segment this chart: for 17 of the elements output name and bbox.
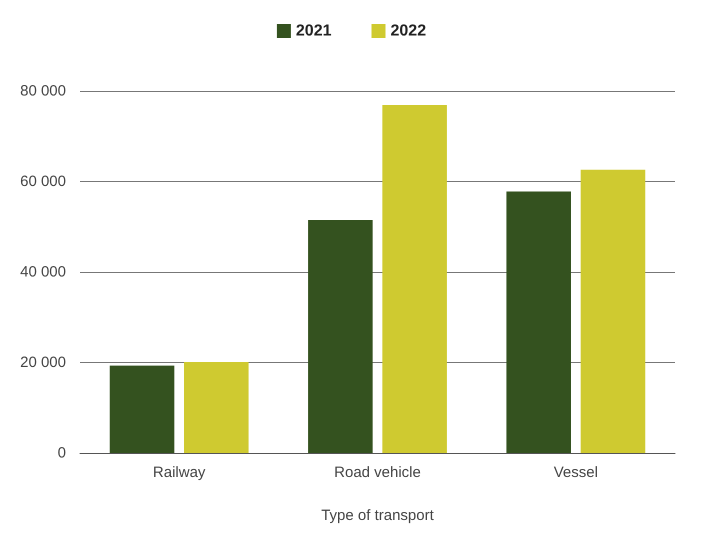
- y-tick-label: 20 000: [20, 354, 66, 371]
- bar: [382, 105, 447, 453]
- y-tick-label: 80 000: [20, 82, 66, 100]
- bar: [506, 191, 571, 453]
- x-tick-label: Vessel: [554, 464, 598, 481]
- y-tick-label: 0: [58, 444, 66, 462]
- legend-label: 2022: [390, 22, 426, 40]
- bar: [308, 220, 373, 453]
- bar: [580, 170, 646, 453]
- x-tick-label: Road vehicle: [334, 464, 421, 481]
- bar: [110, 366, 174, 453]
- y-tick-label: 40 000: [20, 264, 66, 280]
- y-tick-label: 60 000: [20, 173, 66, 190]
- legend-label: 2021: [296, 22, 332, 40]
- x-axis-title: Type of transport: [321, 507, 435, 524]
- x-tick-label: Railway: [152, 464, 206, 481]
- bar: [184, 362, 249, 453]
